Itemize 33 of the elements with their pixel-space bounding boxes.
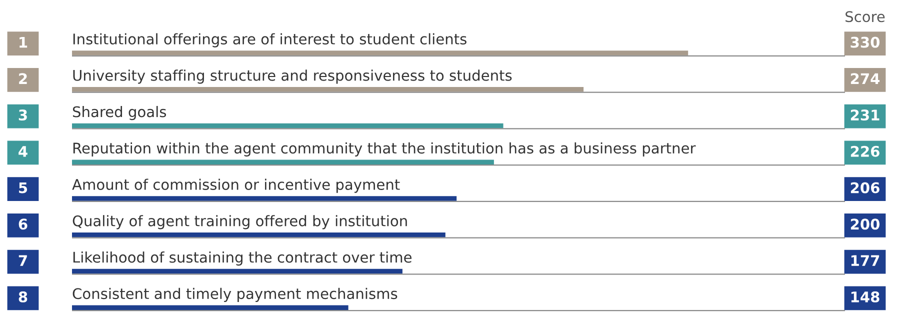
data-label: 148 [851,291,880,302]
text: 5 [19,182,28,194]
data-label: 274 [850,73,880,84]
data-label: 330 [850,36,880,48]
data-label: 226 [850,146,880,157]
text: 1 [20,36,28,48]
annotation: Score [846,11,885,22]
bar [72,160,494,164]
y-tick-label: University staffing structure and responsiveness to students [73,70,512,84]
y-tick-label: Amount of commission or incentive payment [72,178,400,193]
y-tick-label: Likelihood of sustaining the contract over time [73,251,412,266]
y-tick-label: Consistent and timely payment mechanisms [72,288,398,302]
bar [72,50,688,56]
y-tick-label: Institutional offerings are of interest to student clients [73,33,466,48]
bar [72,196,457,201]
bar [72,305,348,310]
data-label: 200 [850,218,880,230]
bar [72,268,402,274]
text: 2 [19,73,27,84]
bar [72,232,446,238]
bar [72,87,584,92]
text: 3 [18,110,27,121]
data-label: 177 [851,255,880,266]
y-tick-label: Shared goals [72,106,166,120]
data-label: 231 [850,110,880,121]
bar [72,123,504,128]
text: 6 [18,218,28,230]
text: 7 [18,255,27,266]
y-tick-label: Reputation within the agent community that the institution has as a business partner [73,142,696,156]
y-tick-label: Quality of agent training offered by institution [72,215,407,230]
text: 8 [18,291,28,302]
data-label: 206 [850,182,880,194]
text: 4 [18,146,28,157]
